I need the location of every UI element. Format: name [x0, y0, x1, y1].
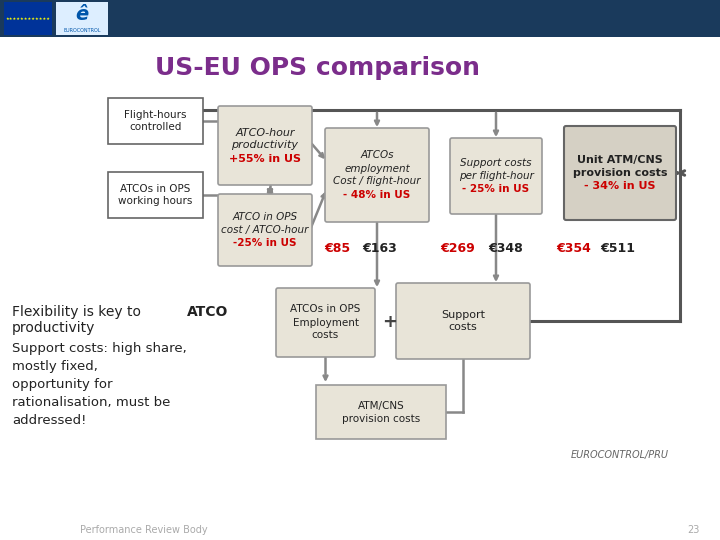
Text: Support: Support: [441, 309, 485, 320]
Text: Support costs: Support costs: [460, 158, 532, 168]
Bar: [56, 2, 108, 35]
Text: €354: €354: [557, 241, 591, 254]
FancyBboxPatch shape: [564, 126, 676, 220]
Text: €163: €163: [363, 241, 397, 254]
Text: 23: 23: [688, 525, 700, 535]
Text: Flight-hours
controlled: Flight-hours controlled: [125, 110, 186, 132]
FancyBboxPatch shape: [276, 288, 375, 357]
FancyBboxPatch shape: [450, 138, 542, 214]
Text: ATCO-hour: ATCO-hour: [235, 127, 294, 138]
Text: costs: costs: [449, 322, 477, 333]
Text: +: +: [382, 313, 397, 331]
Bar: [316, 385, 446, 439]
Text: +55% in US: +55% in US: [229, 153, 301, 164]
Text: €85: €85: [324, 241, 350, 254]
Bar: [4, 2, 52, 35]
Text: Unit ATM/CNS: Unit ATM/CNS: [577, 155, 663, 165]
Text: per flight-hour: per flight-hour: [459, 171, 534, 181]
Text: €511: €511: [600, 241, 636, 254]
FancyBboxPatch shape: [396, 283, 530, 359]
Text: Cost / flight-hour: Cost / flight-hour: [333, 177, 420, 186]
Text: €269: €269: [441, 241, 475, 254]
Text: Employment: Employment: [292, 318, 359, 327]
Text: addressed!: addressed!: [12, 414, 86, 427]
Text: Performance Review Body: Performance Review Body: [80, 525, 207, 535]
Text: rationalisation, must be: rationalisation, must be: [12, 396, 171, 409]
Text: Flexibility is key to: Flexibility is key to: [12, 305, 145, 319]
Text: ê: ê: [76, 4, 89, 24]
Text: EUROCONTROL/PRU: EUROCONTROL/PRU: [571, 450, 669, 460]
Text: €348: €348: [489, 241, 523, 254]
Text: productivity: productivity: [12, 321, 95, 335]
FancyBboxPatch shape: [218, 194, 312, 266]
Text: opportunity for: opportunity for: [12, 378, 112, 391]
Text: costs: costs: [312, 330, 339, 341]
Text: ATCOs in OPS: ATCOs in OPS: [290, 305, 361, 314]
Text: ATM/CNS: ATM/CNS: [358, 401, 405, 410]
Bar: [108, 98, 203, 144]
Text: provision costs: provision costs: [572, 168, 667, 178]
Bar: [0, 0, 720, 37]
FancyBboxPatch shape: [218, 106, 312, 185]
Text: - 34% in US: - 34% in US: [584, 181, 656, 191]
Text: productivity: productivity: [232, 140, 299, 151]
Text: -25% in US: -25% in US: [233, 238, 297, 248]
Text: US-EU OPS comparison: US-EU OPS comparison: [155, 56, 480, 80]
Text: cost / ATCO-hour: cost / ATCO-hour: [221, 225, 309, 235]
Text: ATCOs in OPS
working hours: ATCOs in OPS working hours: [118, 184, 193, 206]
Text: ATCO in OPS: ATCO in OPS: [233, 212, 297, 222]
Text: ★★★★★★★★★★★★: ★★★★★★★★★★★★: [6, 17, 50, 21]
Text: - 48% in US: - 48% in US: [343, 190, 410, 199]
Polygon shape: [112, 0, 160, 37]
FancyBboxPatch shape: [325, 128, 429, 222]
Bar: [108, 172, 203, 218]
Text: ATCOs: ATCOs: [360, 151, 394, 160]
Text: mostly fixed,: mostly fixed,: [12, 360, 98, 373]
Text: employment: employment: [344, 164, 410, 173]
Text: EUROCONTROL: EUROCONTROL: [63, 28, 101, 32]
Text: provision costs: provision costs: [342, 414, 420, 423]
Text: ATCO: ATCO: [187, 305, 228, 319]
Text: - 25% in US: - 25% in US: [462, 184, 530, 194]
Text: Support costs: high share,: Support costs: high share,: [12, 342, 186, 355]
